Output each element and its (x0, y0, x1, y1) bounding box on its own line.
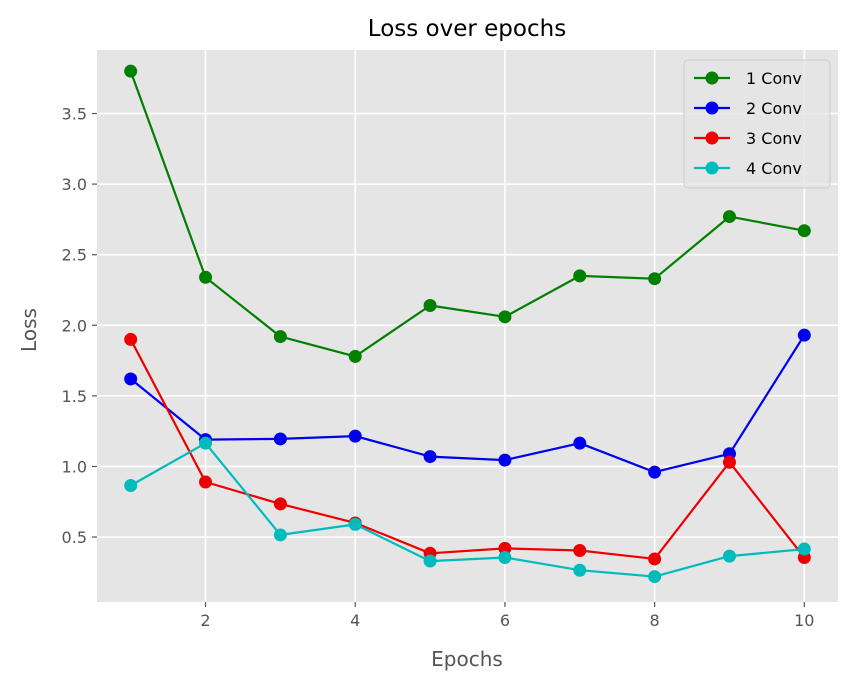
y-axis-label: Loss (17, 308, 41, 352)
legend-label: 1 Conv (746, 69, 802, 88)
data-point (124, 332, 138, 346)
data-point (573, 269, 587, 283)
legend-marker (705, 101, 719, 115)
series-line (130, 334, 806, 474)
x-axis-label: Epochs (431, 647, 503, 671)
series-4-conv (124, 436, 811, 584)
legend-item: 3 Conv (694, 129, 802, 148)
data-point (348, 349, 362, 363)
legend: 1 Conv 2 Conv 3 Conv 4 Conv (683, 59, 831, 189)
y-tick-label: 2.0 (62, 316, 87, 335)
legend-marker (705, 161, 719, 175)
data-point (648, 552, 662, 566)
y-tick-label: 3.0 (62, 175, 87, 194)
x-tick-label: 6 (500, 611, 510, 630)
x-tick-label: 4 (350, 611, 360, 630)
data-point (273, 528, 287, 542)
chart-title: Loss over epochs (368, 16, 566, 42)
data-point (648, 272, 662, 286)
data-point (273, 330, 287, 344)
series-layer (124, 64, 811, 584)
data-point (273, 432, 287, 446)
data-point (348, 429, 362, 443)
y-tick-label: 1.0 (62, 457, 87, 476)
data-point (199, 270, 213, 284)
data-point (423, 450, 437, 464)
y-tick-label: 0.5 (62, 528, 87, 547)
y-tick-label: 3.5 (62, 105, 87, 124)
data-point (199, 475, 213, 489)
data-point (648, 570, 662, 584)
data-point (199, 436, 213, 450)
data-point (498, 551, 512, 565)
series-line (129, 338, 806, 561)
x-tick-label: 2 (200, 611, 210, 630)
data-point (124, 64, 138, 78)
series-line (129, 70, 805, 358)
data-point (648, 465, 662, 479)
legend-item: 4 Conv (694, 159, 802, 178)
data-point (797, 224, 811, 238)
y-tick-label: 1.5 (62, 387, 87, 406)
data-point (423, 554, 437, 568)
tick-labels: 2 4 6 8 10 0.5 1.0 1.5 2.0 2.5 3.0 3.5 (62, 105, 815, 630)
series-2-conv (124, 328, 811, 479)
data-point (573, 543, 587, 557)
data-point (722, 210, 736, 224)
data-point (573, 436, 587, 450)
data-point (423, 299, 437, 313)
series-1-conv (124, 64, 811, 363)
data-point (273, 497, 287, 511)
x-tick-label: 8 (650, 611, 660, 630)
x-tick-label: 10 (794, 611, 814, 630)
data-point (797, 542, 811, 556)
legend-label: 3 Conv (746, 129, 802, 148)
data-point (498, 541, 512, 555)
legend-marker (705, 71, 719, 85)
legend-item: 1 Conv (694, 69, 802, 88)
data-point (124, 479, 138, 493)
legend-label: 2 Conv (746, 99, 802, 118)
legend-label: 4 Conv (746, 159, 802, 178)
data-point (797, 328, 811, 342)
data-point (573, 563, 587, 577)
legend-marker (705, 131, 719, 145)
data-point (348, 517, 362, 531)
series-line (130, 442, 805, 578)
data-point (498, 310, 512, 324)
data-point (498, 453, 512, 467)
data-point (124, 372, 138, 386)
legend-box (683, 59, 831, 189)
y-tick-label: 2.5 (62, 246, 87, 265)
legend-item: 2 Conv (694, 99, 802, 118)
data-point (722, 549, 736, 563)
data-point (722, 455, 736, 469)
